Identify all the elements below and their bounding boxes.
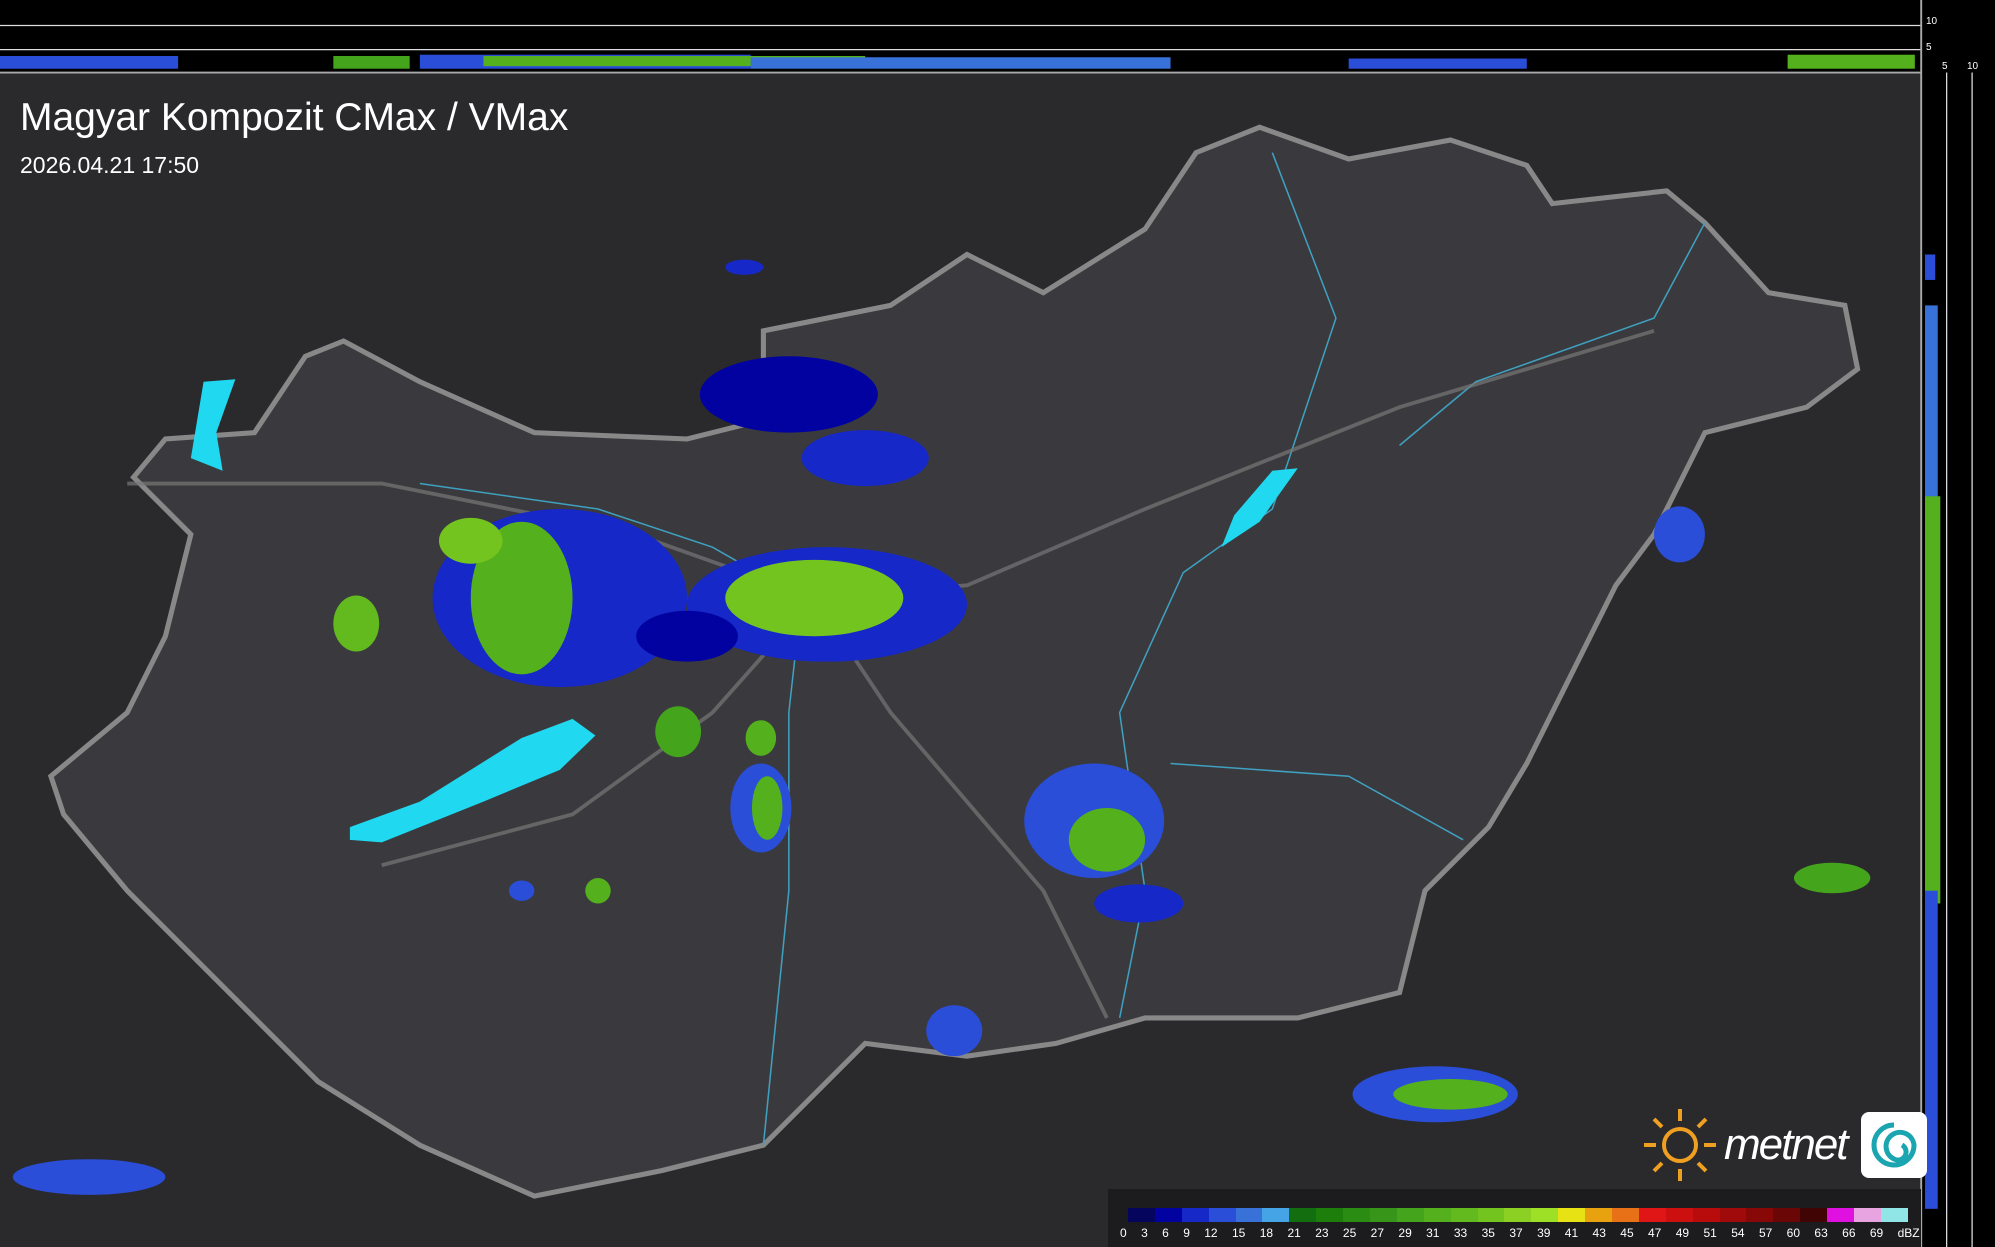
lake-ferto: [190, 379, 236, 471]
legend-swatch: [1558, 1208, 1586, 1222]
profile-tick: 10: [1967, 61, 1979, 72]
legend-swatch: [1504, 1208, 1532, 1222]
map-title: Magyar Kompozit CMax / VMax: [20, 96, 569, 139]
legend-label: 51: [1703, 1226, 1717, 1240]
legend-label: 12: [1204, 1226, 1218, 1240]
legend-swatch: [1612, 1208, 1639, 1222]
legend-swatch: [1423, 1208, 1451, 1222]
legend-swatch: [1289, 1208, 1317, 1222]
metnet-logo: metnet: [1640, 1105, 1927, 1185]
legend-label: 47: [1648, 1226, 1662, 1240]
dbz-legend: 0 3 6 9 12 15 18 21 23 25 27 29 31 33 35 37 39 41 43 45 47 49…: [1108, 1189, 1921, 1247]
profile-tick: 5: [1926, 42, 1932, 53]
legend-swatch: [1181, 1208, 1209, 1222]
legend-swatch: [1773, 1208, 1801, 1222]
legend-label: 66: [1842, 1226, 1856, 1240]
legend-label: 54: [1731, 1226, 1745, 1240]
legend-label: 31: [1426, 1226, 1440, 1240]
legend-swatch: [1343, 1208, 1371, 1222]
legend-swatch: [1665, 1208, 1693, 1222]
legend-swatch: [1235, 1208, 1263, 1222]
legend-label: 27: [1370, 1226, 1385, 1240]
legend-swatch: [1692, 1208, 1720, 1222]
map-timestamp: 2026.04.21 17:50: [20, 152, 200, 178]
right-profile-echoes: [1925, 254, 1941, 1209]
lake-balaton: [349, 718, 596, 843]
sun-icon: [1644, 1109, 1716, 1181]
legend-unit: dBZ: [1897, 1226, 1920, 1240]
legend-label: 57: [1758, 1226, 1773, 1240]
legend-label: 25: [1342, 1226, 1357, 1240]
legend-swatch: [1128, 1208, 1155, 1222]
legend-label: 33: [1453, 1226, 1468, 1240]
legend-label: 18: [1259, 1226, 1274, 1240]
swirl-icon: [1860, 1112, 1927, 1178]
legend-label: 45: [1620, 1226, 1634, 1240]
legend-swatch: [1854, 1208, 1881, 1222]
legend-swatch: [1262, 1208, 1290, 1222]
legend-label: 29: [1398, 1226, 1412, 1240]
legend-swatch: [1477, 1208, 1505, 1222]
legend-swatch: [1585, 1208, 1613, 1222]
legend-label: 9: [1183, 1226, 1190, 1240]
legend-label: 49: [1675, 1226, 1690, 1240]
legend-label: 63: [1814, 1226, 1828, 1240]
legend-label: 23: [1315, 1226, 1329, 1240]
legend-swatch: [1450, 1208, 1478, 1222]
profile-tick: 10: [1926, 16, 1938, 27]
legend-label: 35: [1481, 1226, 1495, 1240]
legend-label: 37: [1509, 1226, 1523, 1240]
legend-swatches: [1128, 1208, 1908, 1222]
legend-label: 15: [1231, 1226, 1246, 1240]
legend-swatch: [1638, 1208, 1666, 1222]
legend-swatch: [1154, 1208, 1182, 1222]
legend-label: 39: [1537, 1226, 1551, 1240]
legend-label: 0: [1120, 1226, 1127, 1240]
legend-swatch: [1827, 1208, 1855, 1222]
legend-swatch: [1531, 1208, 1559, 1222]
profile-tick: 5: [1942, 61, 1948, 72]
legend-label: 69: [1869, 1226, 1884, 1240]
legend-swatch: [1719, 1208, 1747, 1222]
legend-label: 21: [1287, 1226, 1301, 1240]
legend-label: 3: [1141, 1226, 1148, 1240]
legend-swatch: [1880, 1208, 1908, 1222]
legend-swatch: [1316, 1208, 1344, 1222]
legend-labels: 0 3 6 9 12 15 18 21 23 25 27 29 31 33 35 37 39 41 43 45 47 49…: [1120, 1226, 1920, 1240]
legend-label: 43: [1592, 1226, 1606, 1240]
legend-swatch: [1746, 1208, 1774, 1222]
legend-label: 6: [1162, 1226, 1169, 1240]
legend-swatch: [1800, 1208, 1828, 1222]
legend-swatch: [1370, 1208, 1397, 1222]
precipitation-echoes: [12, 259, 1871, 1195]
top-profile-echoes: [0, 54, 1915, 69]
lake-tisza: [1221, 468, 1298, 548]
legend-label: 60: [1786, 1226, 1801, 1240]
legend-swatch: [1396, 1208, 1424, 1222]
legend-swatch: [1208, 1208, 1236, 1222]
legend-label: 41: [1564, 1226, 1579, 1240]
lakes: [190, 379, 1298, 843]
brand-name: metnet: [1724, 1120, 1849, 1169]
